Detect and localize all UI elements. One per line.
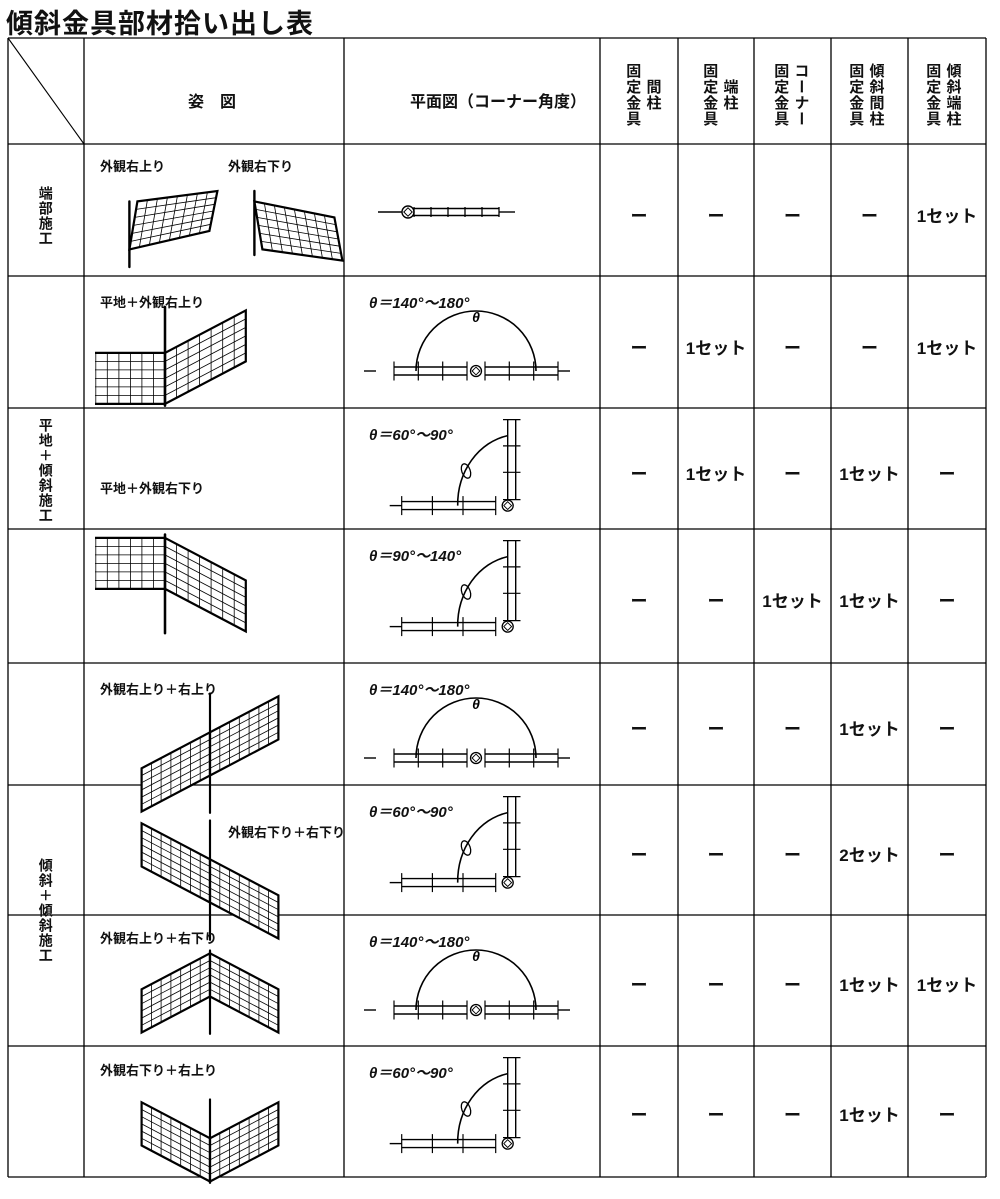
svg-text:θ: θ (472, 696, 480, 712)
svg-text:θ: θ (472, 948, 480, 964)
svg-text:θ: θ (472, 309, 480, 325)
